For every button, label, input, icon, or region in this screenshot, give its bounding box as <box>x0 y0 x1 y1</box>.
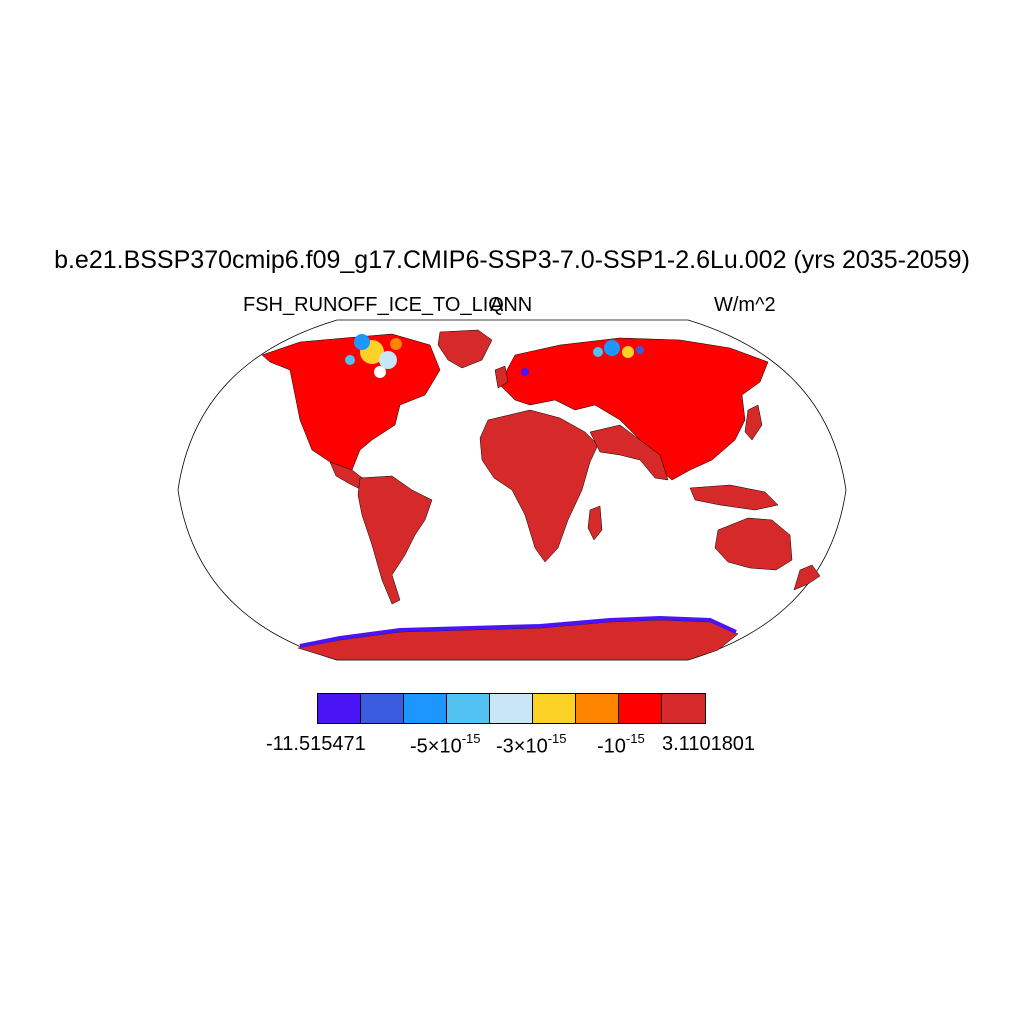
antarctica-fringe <box>299 615 737 648</box>
colorbar-swatch <box>361 694 404 723</box>
colorbar-swatch <box>662 694 705 723</box>
colorbar-swatch <box>404 694 447 723</box>
units-label: W/m^2 <box>714 294 776 316</box>
arabia-india <box>589 424 669 481</box>
colorbar-swatch <box>447 694 490 723</box>
variable-name: FSH_RUNOFF_ICE_TO_LIQ <box>243 294 504 316</box>
land-masses <box>261 329 821 661</box>
north-america <box>261 333 441 479</box>
eurasia <box>499 337 769 481</box>
indonesia <box>689 484 779 511</box>
colorbar-swatch <box>318 694 361 723</box>
japan <box>744 404 763 441</box>
season-label: ANN <box>490 294 533 316</box>
british-isles <box>494 365 509 389</box>
colorbar-max-label: 3.1101801 <box>662 733 756 755</box>
colorbar-label-3: -10-15 <box>597 731 645 758</box>
colorbar-min-label: -11.515471 <box>266 733 366 755</box>
madagascar <box>587 505 603 541</box>
colorbar-swatch <box>490 694 533 723</box>
colorbar-swatch <box>576 694 619 723</box>
colorbar-swatch <box>619 694 662 723</box>
south-america <box>357 475 433 605</box>
africa <box>479 409 599 563</box>
colorbar-label-1: -5×10-15 <box>410 731 481 758</box>
new-zealand <box>793 564 821 591</box>
colorbar-label-2: -3×10-15 <box>496 731 567 758</box>
greenland <box>437 329 493 369</box>
plot-title: b.e21.BSSP370cmip6.f09_g17.CMIP6-SSP3-7.… <box>54 246 970 274</box>
colorbar <box>317 693 706 724</box>
australia <box>714 517 793 571</box>
arctic-patches <box>345 334 644 378</box>
colorbar-swatch <box>533 694 576 723</box>
